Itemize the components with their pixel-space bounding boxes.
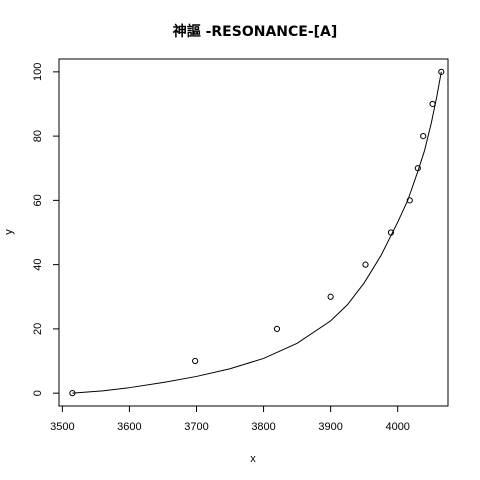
- data-point: [438, 68, 445, 75]
- x-axis-label: x: [250, 453, 256, 465]
- data-point: [420, 133, 427, 140]
- data-point: [362, 261, 369, 268]
- plot-frame: [58, 58, 449, 407]
- data-points: [69, 68, 445, 397]
- y-tick-label: 20: [32, 323, 44, 335]
- data-point: [327, 293, 334, 300]
- data-point: [273, 325, 281, 332]
- data-point: [387, 229, 395, 236]
- x-tick-label: 3500: [50, 421, 74, 433]
- x-tick-label: 3900: [318, 421, 342, 433]
- y-axis: 0 20 40 60 80 100: [32, 63, 59, 396]
- y-axis-label: y: [3, 229, 15, 235]
- x-tick-label: 3600: [117, 421, 141, 433]
- data-point: [69, 390, 76, 397]
- x-tick-label: 4000: [385, 421, 409, 433]
- x-tick-label: 3800: [251, 421, 275, 433]
- y-tick-label: 80: [32, 130, 44, 142]
- y-tick-label: 60: [32, 194, 44, 206]
- y-tick-label: 40: [32, 259, 44, 271]
- data-point: [406, 197, 413, 204]
- data-point: [192, 357, 199, 365]
- chart-title: 神謳 -RESONANCE-[A]: [173, 23, 338, 40]
- y-tick-label: 0: [32, 390, 44, 396]
- data-point: [414, 165, 421, 172]
- x-tick-label: 3700: [184, 421, 208, 433]
- fit-curve: [72, 71, 442, 394]
- data-point: [429, 100, 436, 108]
- x-axis: 3500 3600 3700 3800 3900 4000: [50, 406, 410, 433]
- y-tick-label: 100: [32, 63, 44, 81]
